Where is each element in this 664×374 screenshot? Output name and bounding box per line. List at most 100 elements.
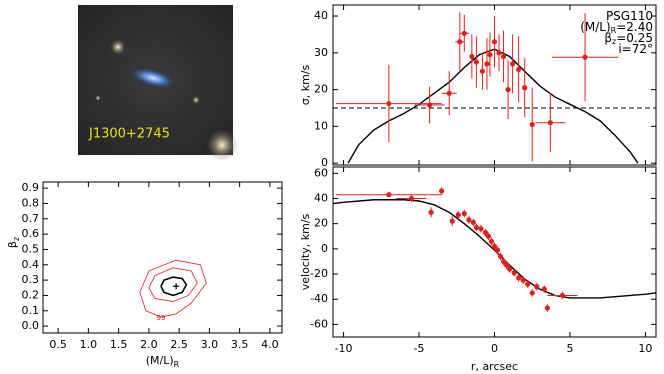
y-tick-label: 0.2: [22, 288, 40, 301]
data-point: [482, 229, 489, 236]
contour-label: 99: [157, 314, 166, 322]
y-tick-label: 0.9: [22, 181, 40, 194]
y-tick-label: 0.0: [22, 319, 40, 332]
x-tick-label: 1.5: [110, 338, 128, 351]
x-tick-label: 1.0: [80, 338, 98, 351]
plot-frame: [332, 166, 657, 338]
data-point: [469, 53, 475, 60]
star: [95, 95, 101, 101]
image-label: J1300+2745: [88, 127, 170, 142]
data-point: [559, 292, 566, 299]
data-point: [516, 66, 522, 72]
data-point: [510, 61, 516, 67]
y-tick-label: 0.1: [22, 304, 40, 317]
data-point: [449, 218, 455, 224]
plot-frame: [332, 4, 657, 166]
y-tick-label: 40: [314, 191, 328, 204]
data-point: [494, 247, 501, 253]
annotation: i=72°: [618, 42, 653, 56]
data-point: [500, 258, 507, 265]
subscript: R: [611, 26, 617, 35]
y-tick-label: 0.3: [22, 273, 40, 286]
text-part: =0.25: [616, 31, 653, 45]
data-point: [500, 53, 507, 60]
y-tick-label: 20: [314, 217, 328, 230]
data-point: [478, 226, 484, 232]
data-point: [473, 224, 479, 231]
annotation: βz=0.25: [604, 31, 653, 46]
data-point: [529, 290, 535, 296]
annotation: (M/L)R=2.40: [580, 20, 653, 35]
data-point: [461, 30, 467, 36]
x-tick-label: 4.0: [261, 338, 279, 351]
data-point: [473, 59, 479, 65]
plot-frame: [42, 181, 283, 334]
data-point: [488, 238, 495, 244]
data-point: [491, 39, 498, 45]
y-tick-label: -20: [310, 267, 328, 280]
star: [206, 129, 238, 161]
subscript: z: [12, 237, 21, 241]
star: [110, 39, 126, 55]
subscript: R: [174, 360, 180, 369]
data-point: [496, 50, 502, 56]
data-point: [461, 210, 467, 217]
y-tick-label: 40: [314, 9, 328, 22]
y-tick-label: -60: [310, 317, 328, 330]
y-tick-label: 20: [314, 83, 328, 96]
text-part: PSG110: [606, 9, 653, 23]
data-point: [520, 277, 526, 283]
y-tick-label: 0: [321, 156, 328, 169]
best-fit-marker: [173, 283, 180, 290]
x-tick-label: 3.0: [201, 338, 219, 351]
data-point: [485, 233, 492, 239]
data-point: [428, 209, 434, 215]
model-curve: [347, 48, 639, 164]
data-point: [446, 90, 452, 96]
data-point: [516, 275, 522, 281]
y-tick-label: 0.6: [22, 227, 40, 240]
y-tick-label: 0.7: [22, 212, 40, 225]
contour: [148, 267, 198, 302]
y-axis-label: βz: [6, 237, 21, 248]
data-point: [439, 188, 445, 194]
data-point: [455, 212, 461, 218]
text-part: β: [6, 241, 19, 248]
x-axis-label: (M/L)R: [146, 354, 180, 369]
text-part: i=72°: [618, 42, 653, 56]
x-tick-label: 5: [566, 342, 573, 355]
data-point: [544, 305, 550, 311]
data-point: [497, 253, 504, 260]
x-tick-label: -10: [335, 342, 353, 355]
data-point: [529, 121, 535, 128]
x-tick-label: 0.5: [49, 338, 67, 351]
data-point: [506, 266, 513, 272]
data-point: [503, 262, 510, 268]
text-part: β: [604, 31, 612, 45]
x-tick-label: -5: [414, 342, 425, 355]
y-tick-label: 60: [314, 166, 328, 179]
data-point: [386, 100, 392, 107]
data-point: [457, 39, 463, 45]
text-part: (M/L): [146, 354, 174, 367]
data-point: [522, 85, 528, 91]
y-tick-label: -40: [310, 292, 328, 305]
contour: [139, 259, 207, 318]
text-part: (M/L): [580, 20, 610, 34]
data-point: [386, 192, 392, 198]
data-point: [511, 270, 517, 276]
y-tick-label: 0.5: [22, 242, 40, 255]
x-tick-label: 2.0: [140, 338, 158, 351]
x-tick-label: 3.5: [231, 338, 249, 351]
data-point: [525, 281, 531, 287]
contour: [160, 276, 188, 297]
star: [192, 96, 200, 104]
data-point: [547, 120, 553, 126]
annotation: PSG110: [606, 9, 653, 23]
galaxy: [129, 67, 177, 89]
galaxy-image: J1300+2745: [78, 5, 238, 161]
x-tick-label: 2.5: [170, 338, 188, 351]
y-tick-label: 10: [314, 119, 328, 132]
x-axis-label: r, arcsec: [471, 360, 518, 373]
